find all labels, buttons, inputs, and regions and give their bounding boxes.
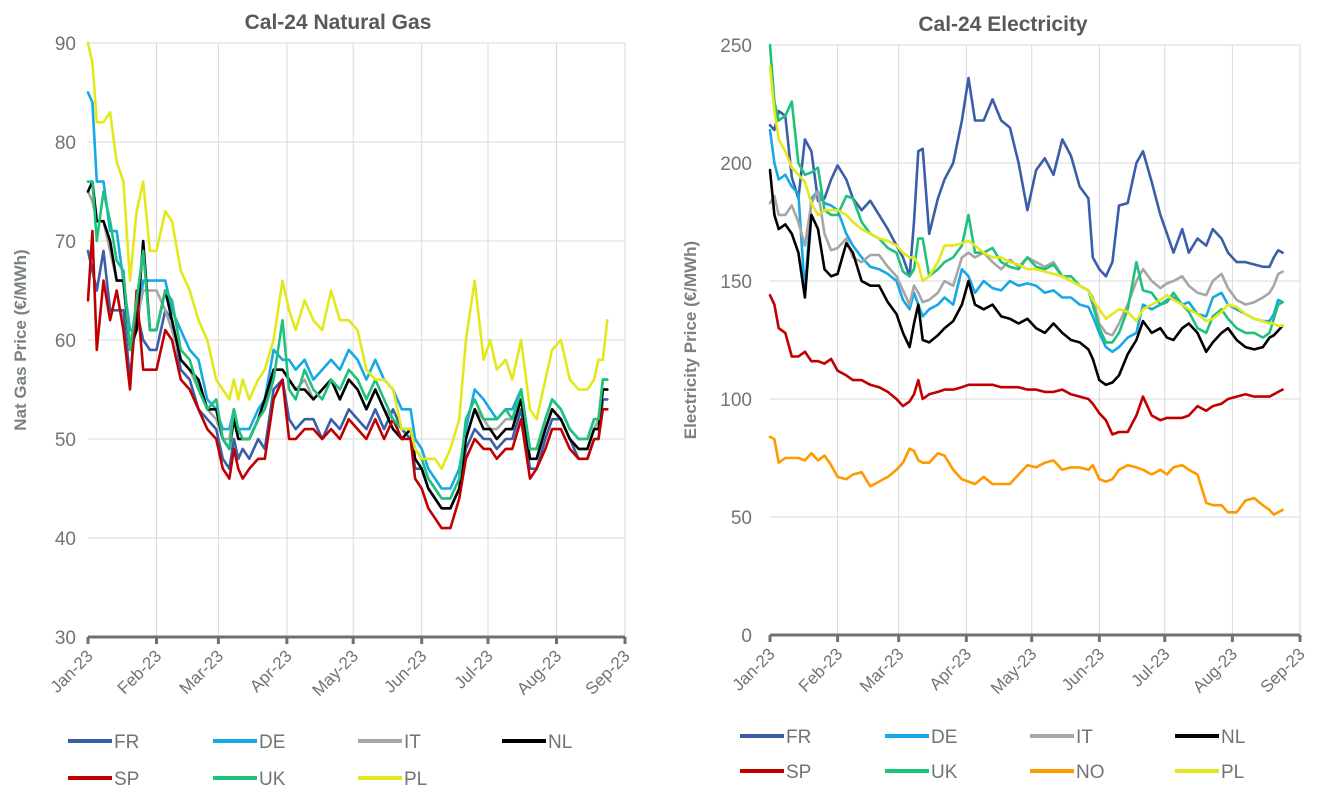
series-line-uk (86, 180, 609, 500)
legend-item-uk: UK (213, 769, 286, 790)
legend-label: SP (114, 769, 139, 790)
y-axis-label: Nat Gas Price (€/MWh) (11, 249, 30, 430)
x-tick-label: Jun-23 (380, 646, 430, 696)
legend-item-it: IT (1030, 727, 1093, 748)
series-line-fr (768, 76, 1284, 278)
electricity-chart-svg: Cal-24 Electricity Electricity Price (€/… (681, 13, 1309, 783)
legend-label: NO (1076, 762, 1105, 783)
x-tick-label: Apr-23 (926, 644, 976, 694)
x-tick-label: Aug-23 (513, 646, 565, 698)
legend-item-pl: PL (1175, 762, 1244, 783)
legend-label: PL (404, 769, 427, 790)
y-tick-label: 80 (55, 133, 76, 154)
series-line-uk (768, 43, 1284, 344)
series-line-no (768, 435, 1284, 516)
series-line-fr (86, 249, 609, 510)
legend-item-fr: FR (68, 732, 139, 753)
legend-label: FR (786, 727, 811, 748)
x-tick-label: Jan-23 (729, 644, 779, 694)
legend-label: IT (404, 732, 421, 753)
legend-item-pl: PL (358, 769, 427, 790)
y-tick-label: 200 (720, 154, 752, 175)
y-axis-label: Electricity Price (€/MWh) (681, 241, 700, 439)
legend-label: NL (548, 732, 572, 753)
chart-title: Cal-24 Electricity (918, 13, 1088, 36)
series-line-pl (768, 64, 1284, 328)
natural-gas-chart: Cal-24 Natural Gas Nat Gas Price (€/MWh)… (0, 0, 660, 805)
legend-item-nl: NL (1175, 727, 1245, 748)
x-tick-label: Feb-23 (114, 646, 166, 698)
legend-item-no: NO (1030, 762, 1105, 783)
legend-label: FR (114, 732, 139, 753)
legend-item-sp: SP (740, 762, 811, 783)
x-tick-label: Jul-23 (451, 646, 497, 692)
legend-label: DE (259, 732, 285, 753)
y-tick-label: 60 (55, 331, 76, 352)
legend-label: UK (931, 762, 958, 783)
x-tick-label: Jul-23 (1127, 644, 1173, 690)
x-tick-label: May-23 (308, 646, 362, 700)
legend-label: UK (259, 769, 286, 790)
x-tick-label: Jan-23 (47, 646, 97, 696)
legend-item-de: DE (885, 727, 957, 748)
y-tick-label: 150 (720, 272, 752, 293)
natural-gas-chart-svg: Cal-24 Natural Gas Nat Gas Price (€/MWh)… (11, 11, 634, 790)
electricity-chart: Cal-24 Electricity Electricity Price (€/… (660, 0, 1329, 805)
legend-item-uk: UK (885, 762, 958, 783)
y-tick-label: 100 (720, 390, 752, 411)
legend-label: SP (786, 762, 811, 783)
y-tick-label: 70 (55, 232, 76, 253)
y-tick-label: 40 (55, 529, 76, 550)
x-tick-label: Aug-23 (1189, 644, 1241, 696)
legend-label: PL (1221, 762, 1244, 783)
y-tick-label: 250 (720, 36, 752, 57)
series-line-nl (768, 168, 1284, 387)
series-line-pl (86, 41, 609, 471)
x-tick-label: Sep-23 (1257, 644, 1309, 696)
x-tick-label: May-23 (987, 644, 1041, 698)
series-line-sp (768, 293, 1284, 436)
x-tick-label: Mar-23 (176, 646, 228, 698)
legend-item-sp: SP (68, 769, 139, 790)
legend-label: NL (1221, 727, 1245, 748)
y-tick-label: 50 (731, 508, 752, 529)
y-tick-label: 0 (741, 626, 752, 647)
x-tick-label: Mar-23 (856, 644, 908, 696)
legend-item-it: IT (358, 732, 421, 753)
legend-label: DE (931, 727, 957, 748)
x-tick-label: Feb-23 (795, 644, 847, 696)
legend-label: IT (1076, 727, 1093, 748)
legend-item-fr: FR (740, 727, 811, 748)
x-tick-label: Apr-23 (246, 646, 296, 696)
x-tick-label: Sep-23 (582, 646, 634, 698)
chart-title: Cal-24 Natural Gas (245, 11, 432, 34)
y-tick-label: 50 (55, 430, 76, 451)
x-tick-label: Jun-23 (1058, 644, 1108, 694)
series-line-nl (86, 180, 609, 510)
series-line-sp (86, 229, 609, 530)
legend-item-nl: NL (502, 732, 572, 753)
y-tick-label: 90 (55, 34, 76, 55)
y-tick-label: 30 (55, 628, 76, 649)
legend-item-de: DE (213, 732, 285, 753)
series-line-it (768, 190, 1284, 337)
